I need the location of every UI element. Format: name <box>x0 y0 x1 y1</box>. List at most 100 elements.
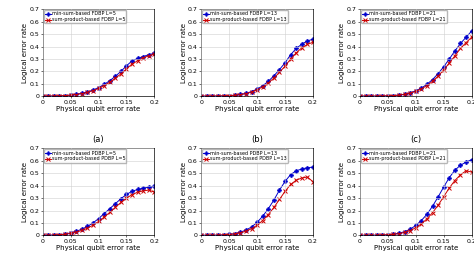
min-sum-based FDBP L=21 <box>391 94 396 97</box>
X-axis label: Physical qubit error rate: Physical qubit error rate <box>374 245 458 251</box>
min-sum-based FDBP L=13 <box>293 47 299 50</box>
sum-product-based PDBP L=21 <box>379 234 385 237</box>
min-sum-based FDBP L=13 <box>271 74 277 77</box>
sum-product-based FDBP L=5 <box>107 81 112 84</box>
min-sum-based PDBP L=21 <box>402 230 408 233</box>
sum-product-based PDBP L=21 <box>419 222 424 226</box>
Legend: min-sum-based FDBP L=21, sum-product-based FDBP L=21: min-sum-based FDBP L=21, sum-product-bas… <box>361 10 447 23</box>
min-sum-based FDBP L=21 <box>402 93 408 96</box>
min-sum-based PDBP L=5 <box>79 228 84 231</box>
sum-product-based FDBP L=13 <box>260 85 265 88</box>
min-sum-based PDBP L=13 <box>215 234 221 237</box>
sum-product-based PDBP L=5 <box>140 189 146 193</box>
Y-axis label: Logical error rate: Logical error rate <box>339 162 345 222</box>
sum-product-based PDBP L=5 <box>135 190 140 194</box>
Line: min-sum-based PDBP L=13: min-sum-based PDBP L=13 <box>200 165 315 237</box>
sum-product-based PDBP L=5 <box>101 215 107 219</box>
min-sum-based FDBP L=21 <box>447 57 452 61</box>
sum-product-based PDBP L=13 <box>204 234 210 237</box>
min-sum-based FDBP L=5 <box>96 86 101 89</box>
sum-product-based PDBP L=5 <box>124 197 129 200</box>
Line: sum-product-based PDBP L=13: sum-product-based PDBP L=13 <box>200 175 315 237</box>
sum-product-based PDBP L=5 <box>68 232 73 235</box>
sum-product-based FDBP L=21 <box>424 84 430 87</box>
Text: (a): (a) <box>93 135 104 144</box>
sum-product-based PDBP L=13 <box>299 176 305 180</box>
min-sum-based FDBP L=5 <box>101 83 107 86</box>
min-sum-based PDBP L=13 <box>199 234 204 237</box>
min-sum-based PDBP L=13 <box>237 231 243 234</box>
min-sum-based FDBP L=21 <box>419 86 424 90</box>
sum-product-based FDBP L=5 <box>84 91 90 94</box>
sum-product-based PDBP L=5 <box>62 233 68 236</box>
Line: min-sum-based FDBP L=5: min-sum-based FDBP L=5 <box>41 51 156 98</box>
sum-product-based FDBP L=21 <box>469 36 474 39</box>
Y-axis label: Logical error rate: Logical error rate <box>22 23 28 83</box>
sum-product-based FDBP L=13 <box>249 90 255 94</box>
min-sum-based PDBP L=5 <box>73 230 79 233</box>
sum-product-based FDBP L=21 <box>357 94 363 98</box>
Line: sum-product-based FDBP L=21: sum-product-based FDBP L=21 <box>358 35 474 98</box>
min-sum-based FDBP L=13 <box>243 92 249 95</box>
sum-product-based PDBP L=13 <box>232 232 237 235</box>
min-sum-based PDBP L=21 <box>441 185 447 189</box>
min-sum-based PDBP L=5 <box>68 231 73 235</box>
sum-product-based PDBP L=21 <box>407 229 413 232</box>
X-axis label: Physical qubit error rate: Physical qubit error rate <box>215 245 299 251</box>
min-sum-based FDBP L=21 <box>469 30 474 33</box>
sum-product-based FDBP L=21 <box>441 68 447 72</box>
min-sum-based FDBP L=21 <box>407 91 413 94</box>
min-sum-based PDBP L=13 <box>305 166 310 169</box>
sum-product-based PDBP L=13 <box>282 190 288 193</box>
sum-product-based PDBP L=5 <box>79 229 84 232</box>
sum-product-based FDBP L=5 <box>40 94 46 98</box>
min-sum-based FDBP L=5 <box>56 94 62 98</box>
min-sum-based FDBP L=21 <box>430 78 436 81</box>
min-sum-based FDBP L=13 <box>265 80 271 83</box>
sum-product-based PDBP L=13 <box>243 230 249 233</box>
sum-product-based PDBP L=21 <box>469 171 474 174</box>
sum-product-based PDBP L=13 <box>215 234 221 237</box>
min-sum-based PDBP L=21 <box>391 232 396 236</box>
sum-product-based FDBP L=13 <box>265 81 271 85</box>
sum-product-based FDBP L=21 <box>447 61 452 65</box>
min-sum-based FDBP L=13 <box>299 43 305 46</box>
sum-product-based FDBP L=5 <box>73 93 79 96</box>
sum-product-based PDBP L=21 <box>447 186 452 190</box>
min-sum-based PDBP L=13 <box>299 167 305 171</box>
sum-product-based PDBP L=13 <box>227 233 232 236</box>
min-sum-based PDBP L=5 <box>152 185 157 188</box>
min-sum-based FDBP L=21 <box>452 49 458 52</box>
min-sum-based FDBP L=21 <box>463 36 469 39</box>
sum-product-based FDBP L=21 <box>379 94 385 98</box>
min-sum-based FDBP L=13 <box>215 94 221 98</box>
sum-product-based FDBP L=13 <box>237 93 243 96</box>
min-sum-based FDBP L=5 <box>62 94 68 97</box>
min-sum-based PDBP L=5 <box>140 187 146 190</box>
min-sum-based PDBP L=13 <box>243 228 249 232</box>
min-sum-based FDBP L=13 <box>227 94 232 97</box>
sum-product-based FDBP L=13 <box>271 76 277 80</box>
Y-axis label: Logical error rate: Logical error rate <box>181 23 187 83</box>
sum-product-based FDBP L=13 <box>299 46 305 49</box>
min-sum-based PDBP L=21 <box>413 224 419 227</box>
sum-product-based FDBP L=13 <box>310 41 316 44</box>
min-sum-based FDBP L=13 <box>305 39 310 43</box>
min-sum-based PDBP L=13 <box>210 234 215 237</box>
sum-product-based FDBP L=13 <box>232 94 237 97</box>
sum-product-based FDBP L=13 <box>254 88 260 92</box>
min-sum-based FDBP L=5 <box>46 94 51 98</box>
min-sum-based FDBP L=21 <box>435 72 441 75</box>
sum-product-based PDBP L=21 <box>357 234 363 237</box>
min-sum-based FDBP L=21 <box>457 42 463 45</box>
sum-product-based PDBP L=5 <box>84 227 90 230</box>
sum-product-based FDBP L=13 <box>293 51 299 54</box>
min-sum-based PDBP L=5 <box>51 234 57 237</box>
min-sum-based PDBP L=21 <box>435 195 441 198</box>
X-axis label: Physical qubit error rate: Physical qubit error rate <box>56 106 141 112</box>
sum-product-based PDBP L=13 <box>254 224 260 227</box>
min-sum-based FDBP L=21 <box>363 94 368 98</box>
min-sum-based FDBP L=5 <box>129 59 135 63</box>
sum-product-based PDBP L=21 <box>452 179 458 182</box>
sum-product-based PDBP L=13 <box>237 231 243 235</box>
